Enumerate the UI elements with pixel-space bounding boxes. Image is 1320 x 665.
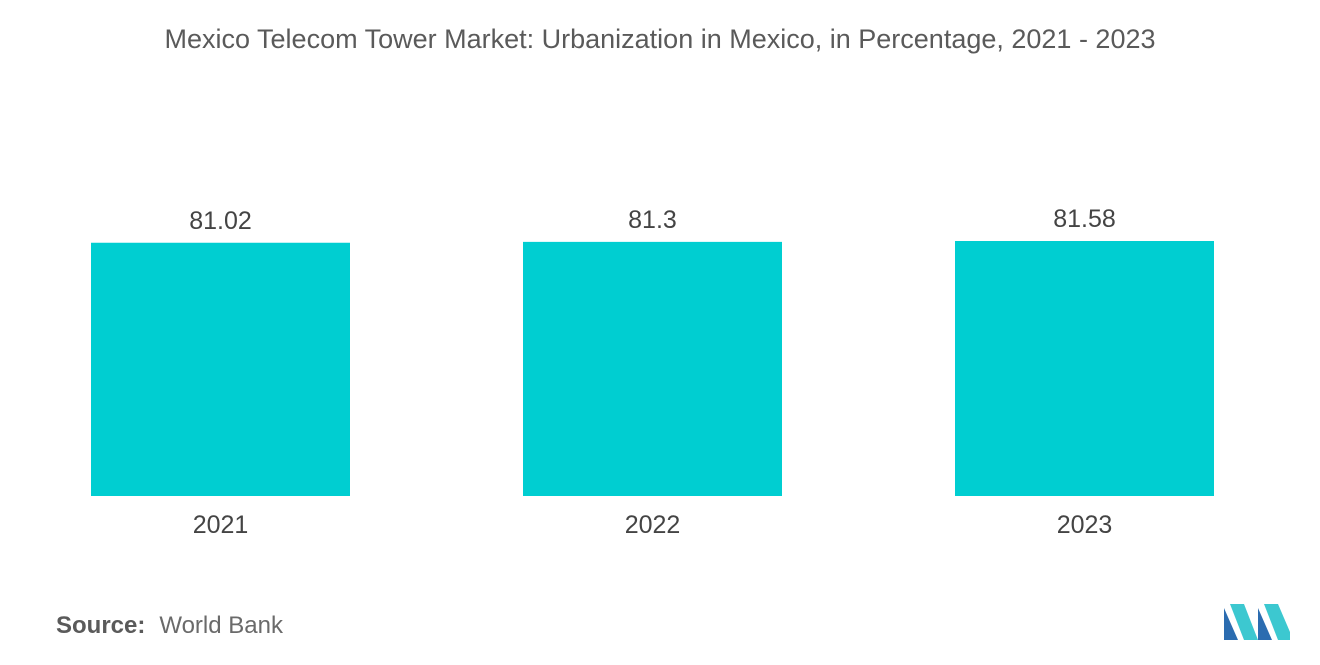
chart-title: Mexico Telecom Tower Market: Urbanizatio…	[164, 24, 1156, 54]
value-label-2021: 81.02	[189, 207, 252, 235]
mordor-intelligence-logo-icon	[1224, 604, 1290, 640]
x-tick-label-2021: 2021	[193, 511, 249, 539]
x-tick-label-2022: 2022	[625, 511, 681, 539]
bar-2022	[523, 241, 782, 496]
source-value: World Bank	[159, 612, 283, 639]
source-note: Source: World Bank	[56, 612, 283, 640]
source-label: Source:	[56, 612, 146, 639]
bar-2021	[91, 242, 350, 496]
x-tick-label-2023: 2023	[1057, 511, 1113, 539]
value-label-2022: 81.3	[628, 206, 677, 234]
bar-2023	[955, 241, 1214, 496]
value-label-2023: 81.58	[1053, 205, 1116, 233]
